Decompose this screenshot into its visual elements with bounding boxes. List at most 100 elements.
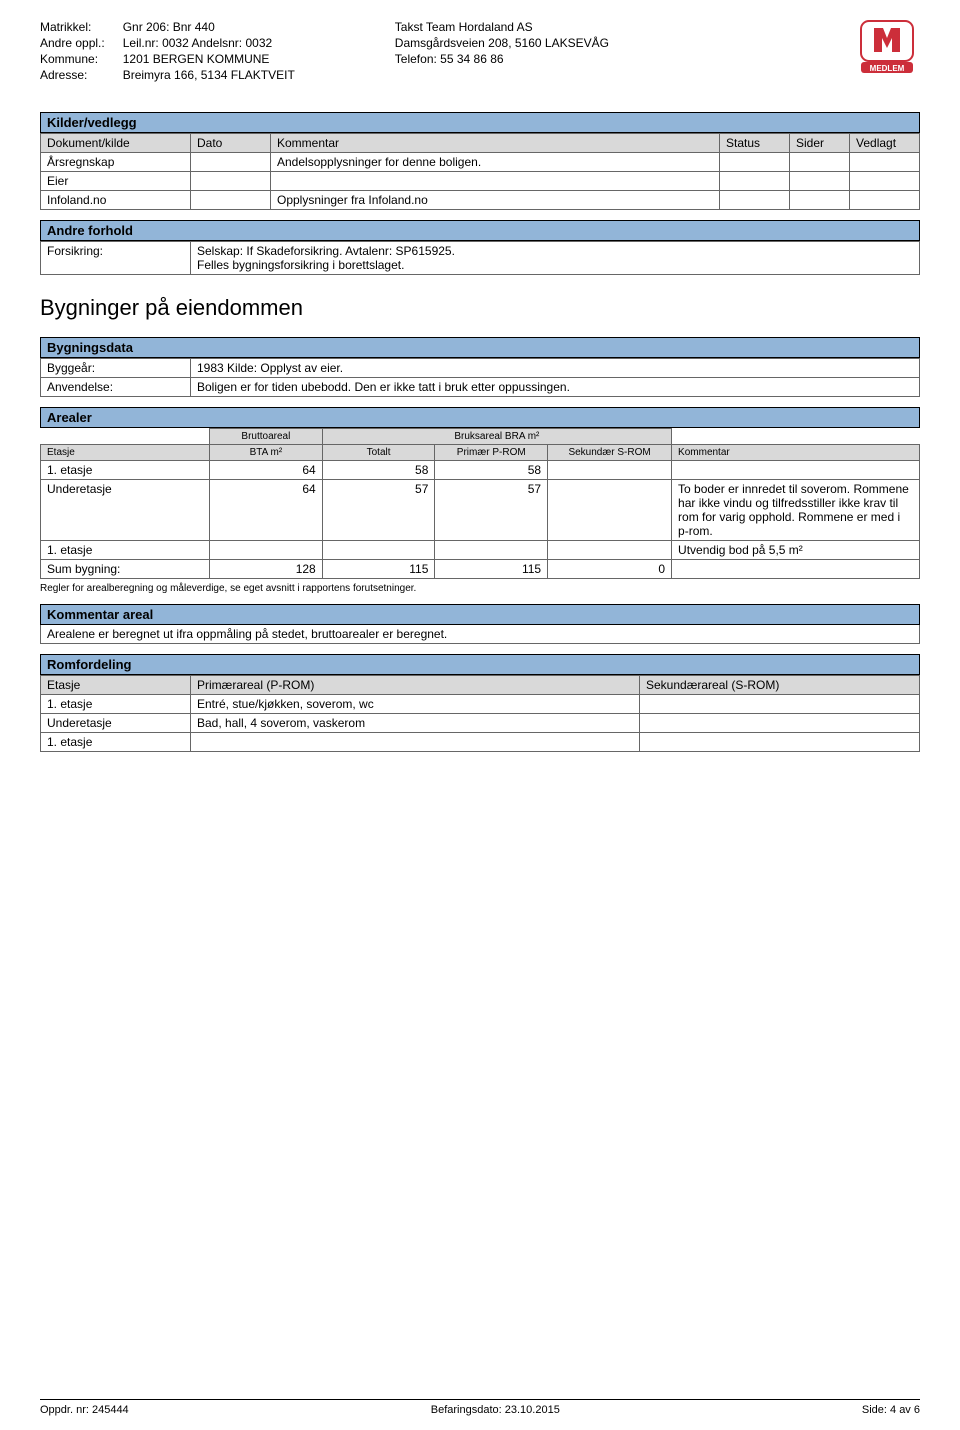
kilder-cell xyxy=(191,153,271,172)
logo-text: MEDLEM xyxy=(870,64,905,73)
label-andre-oppl: Andre oppl.: xyxy=(40,36,105,50)
arealer-sum-totalt: 115 xyxy=(322,560,435,579)
value-adresse: Breimyra 166, 5134 FLAKTVEIT xyxy=(123,68,295,82)
arealer-sum-kommentar xyxy=(672,560,920,579)
company-phone: Telefon: 55 34 86 86 xyxy=(395,52,860,66)
arealer-header-srom: Sekundær S-ROM xyxy=(548,445,672,461)
romfordeling-title: Romfordeling xyxy=(40,654,920,675)
andre-forhold-section: Andre forhold Forsikring: Selskap: If Sk… xyxy=(40,220,920,275)
arealer-sum-prom: 115 xyxy=(435,560,548,579)
value-kommune: 1201 BERGEN KOMMUNE xyxy=(123,52,295,66)
andre-forhold-table: Forsikring: Selskap: If Skadeforsikring.… xyxy=(40,241,920,275)
arealer-cell xyxy=(322,541,435,560)
kommentar-areal-section: Kommentar areal Arealene er beregnet ut … xyxy=(40,604,920,644)
kilder-cell xyxy=(850,153,920,172)
kilder-cell xyxy=(850,172,920,191)
bygningsdata-value: 1983 Kilde: Opplyst av eier. xyxy=(191,359,920,378)
arealer-cell: 64 xyxy=(210,461,323,480)
empty-cell xyxy=(41,429,210,445)
kilder-header-status: Status xyxy=(720,134,790,153)
arealer-cell xyxy=(435,541,548,560)
arealer-header-prom: Primær P-ROM xyxy=(435,445,548,461)
kilder-table: Dokument/kilde Dato Kommentar Status Sid… xyxy=(40,133,920,210)
header-right: MEDLEM xyxy=(860,20,920,82)
label-kommune: Kommune: xyxy=(40,52,105,66)
arealer-header-etasje: Etasje xyxy=(41,445,210,461)
kilder-cell: Opplysninger fra Infoland.no xyxy=(271,191,720,210)
value-matrikkel: Gnr 206: Bnr 440 xyxy=(123,20,295,34)
romfordeling-cell: Bad, hall, 4 soverom, vaskerom xyxy=(191,714,640,733)
medlem-logo-icon: MEDLEM xyxy=(860,20,914,74)
company-address: Damsgårdsveien 208, 5160 LAKSEVÅG xyxy=(395,36,860,50)
arealer-sum-label: Sum bygning: xyxy=(41,560,210,579)
table-row: 1. etasje Utvendig bod på 5,5 m² xyxy=(41,541,920,560)
arealer-cell: Underetasje xyxy=(41,480,210,541)
document-header: Matrikkel: Andre oppl.: Kommune: Adresse… xyxy=(40,20,920,82)
arealer-cell xyxy=(672,461,920,480)
romfordeling-cell: 1. etasje xyxy=(41,733,191,752)
arealer-table: Bruttoareal Bruksareal BRA m² Etasje BTA… xyxy=(40,428,920,579)
kilder-cell: Eier xyxy=(41,172,191,191)
romfordeling-table: Etasje Primærareal (P-ROM) Sekundærareal… xyxy=(40,675,920,752)
kilder-cell: Årsregnskap xyxy=(41,153,191,172)
arealer-cell: 58 xyxy=(322,461,435,480)
bygningsdata-label: Byggeår: xyxy=(41,359,191,378)
arealer-header-totalt: Totalt xyxy=(322,445,435,461)
arealer-cell: 1. etasje xyxy=(41,461,210,480)
table-row: Årsregnskap Andelsopplysninger for denne… xyxy=(41,153,920,172)
romfordeling-header-prom: Primærareal (P-ROM) xyxy=(191,676,640,695)
kilder-cell xyxy=(850,191,920,210)
value-andre-oppl: Leil.nr: 0032 Andelsnr: 0032 xyxy=(123,36,295,50)
arealer-cell: 1. etasje xyxy=(41,541,210,560)
romfordeling-cell xyxy=(640,733,920,752)
bygningsdata-section: Bygningsdata Byggeår: 1983 Kilde: Opplys… xyxy=(40,337,920,397)
table-row: Underetasje Bad, hall, 4 soverom, vasker… xyxy=(41,714,920,733)
arealer-cell: To boder er innredet til soverom. Rommen… xyxy=(672,480,920,541)
arealer-cell xyxy=(548,480,672,541)
table-row: 1. etasje Entré, stue/kjøkken, soverom, … xyxy=(41,695,920,714)
kilder-header-kommentar: Kommentar xyxy=(271,134,720,153)
kilder-cell xyxy=(271,172,720,191)
arealer-section: Arealer Bruttoareal Bruksareal BRA m² Et… xyxy=(40,407,920,594)
empty-cell xyxy=(672,429,920,445)
table-row: Byggeår: 1983 Kilde: Opplyst av eier. xyxy=(41,359,920,378)
label-matrikkel: Matrikkel: xyxy=(40,20,105,34)
kilder-cell xyxy=(790,153,850,172)
romfordeling-cell: 1. etasje xyxy=(41,695,191,714)
table-row: 1. etasje xyxy=(41,733,920,752)
arealer-group-bruksareal: Bruksareal BRA m² xyxy=(322,429,671,445)
romfordeling-section: Romfordeling Etasje Primærareal (P-ROM) … xyxy=(40,654,920,752)
kilder-header-sider: Sider xyxy=(790,134,850,153)
arealer-group-bruttoareal: Bruttoareal xyxy=(210,429,323,445)
arealer-sum-bta: 128 xyxy=(210,560,323,579)
romfordeling-header-srom: Sekundærareal (S-ROM) xyxy=(640,676,920,695)
kommentar-areal-text: Arealene er beregnet ut ifra oppmåling p… xyxy=(40,625,920,644)
kilder-cell xyxy=(790,191,850,210)
header-values: Gnr 206: Bnr 440 Leil.nr: 0032 Andelsnr:… xyxy=(123,20,295,82)
romfordeling-cell xyxy=(191,733,640,752)
label-adresse: Adresse: xyxy=(40,68,105,82)
arealer-cell: 64 xyxy=(210,480,323,541)
romfordeling-cell xyxy=(640,695,920,714)
kilder-cell xyxy=(191,191,271,210)
kilder-cell xyxy=(720,172,790,191)
bygningsdata-title: Bygningsdata xyxy=(40,337,920,358)
bygningsdata-table: Byggeår: 1983 Kilde: Opplyst av eier. An… xyxy=(40,358,920,397)
kilder-title: Kilder/vedlegg xyxy=(40,112,920,133)
table-row-sum: Sum bygning: 128 115 115 0 xyxy=(41,560,920,579)
arealer-title: Arealer xyxy=(40,407,920,428)
kilder-cell xyxy=(720,153,790,172)
table-row: Forsikring: Selskap: If Skadeforsikring.… xyxy=(41,242,920,275)
header-labels: Matrikkel: Andre oppl.: Kommune: Adresse… xyxy=(40,20,105,82)
arealer-cell: Utvendig bod på 5,5 m² xyxy=(672,541,920,560)
table-row: Eier xyxy=(41,172,920,191)
table-row: Anvendelse: Boligen er for tiden ubebodd… xyxy=(41,378,920,397)
kilder-cell: Andelsopplysninger for denne boligen. xyxy=(271,153,720,172)
arealer-cell: 57 xyxy=(322,480,435,541)
bygningsdata-value: Boligen er for tiden ubebodd. Den er ikk… xyxy=(191,378,920,397)
andre-forhold-label: Forsikring: xyxy=(41,242,191,275)
kilder-header-dokument: Dokument/kilde xyxy=(41,134,191,153)
arealer-cell xyxy=(548,461,672,480)
table-row: Infoland.no Opplysninger fra Infoland.no xyxy=(41,191,920,210)
company-name: Takst Team Hordaland AS xyxy=(395,20,860,34)
